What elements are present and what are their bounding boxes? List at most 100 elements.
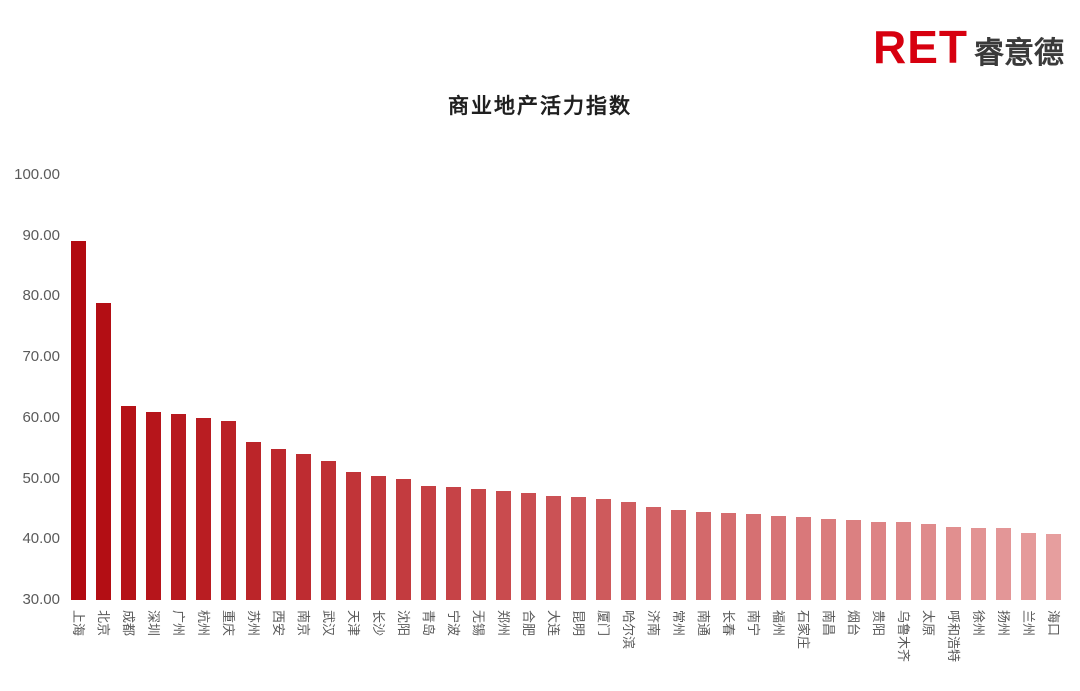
- x-axis-category-label: 常州: [671, 610, 686, 637]
- y-axis-tick-label: 50.00: [22, 469, 60, 487]
- bar: [621, 502, 636, 600]
- bar: [771, 515, 786, 600]
- x-axis-category-label: 石家庄: [796, 610, 811, 650]
- x-axis-category: 长春: [716, 610, 741, 662]
- bar: [446, 487, 461, 600]
- x-axis-category: 昆明: [566, 610, 591, 662]
- x-axis-category-label: 南通: [696, 610, 711, 637]
- bar: [846, 520, 861, 600]
- ret-logo: RET 睿意德: [873, 24, 1064, 70]
- bar: [346, 471, 361, 600]
- x-axis-category: 重庆: [216, 610, 241, 662]
- x-axis-category: 常州: [666, 610, 691, 662]
- x-axis-category-label: 苏州: [246, 610, 261, 637]
- x-axis-category-label: 天津: [346, 610, 361, 637]
- x-axis-category: 厦门: [591, 610, 616, 662]
- plot-wrap: 上海 北京 成都 深圳 广州 杭州 重庆 苏州 西安 南京 武汉 天津 长沙 沈阳 青岛 宁波 无锡 郑州 合肥 大连…: [66, 175, 1066, 662]
- x-axis-category-label: 南昌: [821, 610, 836, 637]
- x-axis-category-label: 海口: [1046, 610, 1061, 637]
- y-axis-tick-label: 70.00: [22, 348, 60, 366]
- x-axis-category-label: 贵阳: [871, 610, 886, 637]
- bar-slot: [516, 175, 541, 600]
- x-axis-category: 烟台: [841, 610, 866, 662]
- x-axis-category: 杭州: [191, 610, 216, 662]
- x-axis-category: 西安: [266, 610, 291, 662]
- bar-slot: [316, 175, 341, 600]
- x-axis-category: 呼和浩特: [941, 610, 966, 662]
- x-axis-category: 北京: [91, 610, 116, 662]
- bar: [921, 523, 936, 600]
- bar: [821, 519, 836, 600]
- x-axis-category: 沈阳: [391, 610, 416, 662]
- x-axis-category-label: 合肥: [521, 610, 536, 637]
- x-axis-category-label: 福州: [771, 610, 786, 637]
- x-axis-category: 哈尔滨: [616, 610, 641, 662]
- bar: [871, 521, 886, 600]
- bar: [471, 488, 486, 600]
- x-axis-category: 郑州: [491, 610, 516, 662]
- logo-ret-text: RET: [873, 21, 968, 73]
- bar: [121, 405, 136, 600]
- bar: [371, 476, 386, 600]
- x-axis-category-label: 乌鲁木齐: [896, 610, 911, 663]
- x-axis-category-label: 无锡: [471, 610, 486, 637]
- bar: [421, 485, 436, 600]
- bar: [696, 511, 711, 600]
- bar: [196, 417, 211, 600]
- bar-slot: [641, 175, 666, 600]
- x-axis-category: 济南: [641, 610, 666, 662]
- x-axis-category: 南宁: [741, 610, 766, 662]
- bar: [521, 493, 536, 600]
- bar: [221, 420, 236, 600]
- bar: [896, 522, 911, 600]
- x-axis-category: 乌鲁木齐: [891, 610, 916, 662]
- bar-slot: [766, 175, 791, 600]
- plot-area: [66, 175, 1066, 600]
- x-axis-category-label: 杭州: [196, 610, 211, 637]
- chart-title: 商业地产活力指数: [448, 95, 632, 118]
- y-axis-tick-label: 30.00: [22, 591, 60, 608]
- x-axis-category-label: 北京: [96, 610, 111, 637]
- bar: [1021, 532, 1036, 600]
- bar: [671, 510, 686, 600]
- x-axis-category: 太原: [916, 610, 941, 662]
- x-axis-category: 扬州: [991, 610, 1016, 662]
- bar: [146, 411, 161, 600]
- bar-slot: [1016, 175, 1041, 600]
- x-axis-category-label: 重庆: [221, 610, 236, 637]
- bar-slot: [691, 175, 716, 600]
- bar: [271, 448, 286, 600]
- x-axis-category: 南昌: [816, 610, 841, 662]
- x-axis-category: 合肥: [516, 610, 541, 662]
- bar-slot: [241, 175, 266, 600]
- bar: [246, 441, 261, 600]
- x-axis-category-label: 济南: [646, 610, 661, 637]
- x-axis-category: 武汉: [316, 610, 341, 662]
- x-axis-category-label: 厦门: [596, 610, 611, 637]
- bar-slot: [1041, 175, 1066, 600]
- x-axis-category-label: 南宁: [746, 610, 761, 637]
- bar-slot: [266, 175, 291, 600]
- bar-slot: [991, 175, 1016, 600]
- bar: [571, 497, 586, 600]
- x-axis-category: 天津: [341, 610, 366, 662]
- bar-slot: [716, 175, 741, 600]
- x-axis-category-label: 沈阳: [396, 610, 411, 637]
- bar: [296, 454, 311, 600]
- bar: [546, 495, 561, 600]
- bar-slot: [841, 175, 866, 600]
- x-axis-category: 无锡: [466, 610, 491, 662]
- bar-slot: [366, 175, 391, 600]
- bar-slot: [966, 175, 991, 600]
- x-axis-category: 深圳: [141, 610, 166, 662]
- bar-slot: [566, 175, 591, 600]
- bar: [596, 499, 611, 600]
- bar: [996, 528, 1011, 600]
- bar-slot: [341, 175, 366, 600]
- bar-slot: [91, 175, 116, 600]
- bar-slot: [491, 175, 516, 600]
- x-axis-category-label: 大连: [546, 610, 561, 637]
- bar-slot: [416, 175, 441, 600]
- x-axis-category-label: 成都: [121, 610, 136, 637]
- x-axis-category-label: 上海: [71, 610, 86, 637]
